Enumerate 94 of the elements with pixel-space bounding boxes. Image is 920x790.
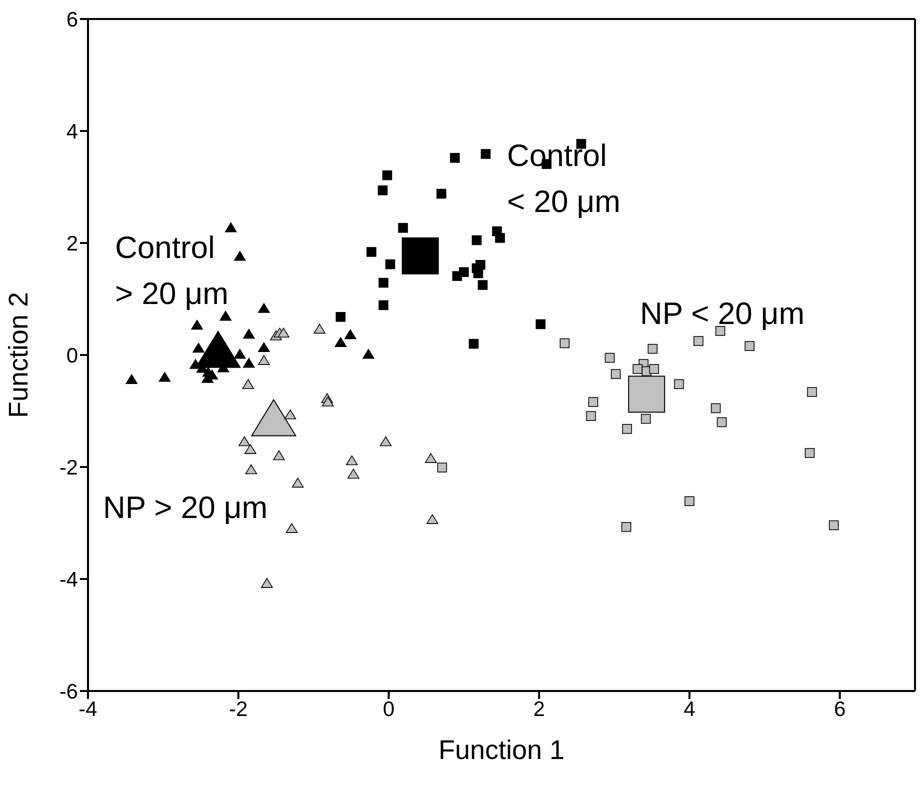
point — [378, 278, 388, 288]
point — [366, 247, 376, 257]
point — [480, 149, 491, 159]
point — [362, 348, 374, 359]
point — [828, 520, 839, 530]
point — [244, 444, 256, 454]
point — [258, 303, 270, 313]
point — [402, 237, 439, 274]
point — [586, 411, 596, 421]
point — [694, 336, 704, 346]
point — [382, 170, 392, 180]
point — [242, 328, 255, 339]
y-tick-label: -4 — [59, 568, 78, 592]
point — [473, 268, 484, 278]
point — [628, 376, 666, 413]
y-axis-title: Function 2 — [4, 292, 34, 418]
point — [220, 310, 232, 321]
point — [426, 514, 438, 524]
point — [804, 448, 815, 458]
point — [495, 233, 505, 243]
point — [424, 453, 437, 463]
point — [258, 355, 270, 365]
y-tick-label: 6 — [66, 8, 78, 32]
point — [347, 468, 360, 479]
point — [192, 342, 204, 353]
point — [604, 352, 615, 363]
point — [344, 329, 356, 340]
annotation: NP < 20 μm — [640, 296, 805, 331]
point — [684, 496, 694, 506]
point — [622, 424, 632, 434]
point — [242, 379, 254, 390]
point — [588, 397, 598, 407]
point — [322, 396, 334, 406]
point — [273, 450, 285, 460]
point — [710, 403, 721, 414]
point — [450, 152, 460, 163]
point — [437, 462, 448, 472]
point — [472, 235, 482, 246]
point — [621, 522, 632, 532]
y-tick-label: -2 — [59, 456, 78, 480]
point — [336, 312, 346, 322]
point — [346, 455, 358, 466]
point — [648, 344, 658, 354]
y-tick-label: 4 — [66, 120, 78, 144]
point — [234, 250, 246, 261]
point — [292, 478, 304, 488]
point — [286, 523, 298, 533]
point — [238, 436, 250, 446]
point — [380, 436, 392, 446]
point — [807, 387, 817, 397]
point — [251, 399, 296, 436]
point — [385, 259, 396, 270]
point — [261, 578, 273, 588]
point — [278, 328, 290, 338]
x-axis-title: Function 1 — [438, 735, 565, 765]
x-tick-label: 4 — [684, 698, 696, 721]
point — [744, 341, 754, 351]
point — [398, 222, 408, 233]
point — [536, 319, 546, 330]
point — [245, 464, 258, 474]
point — [334, 337, 347, 348]
x-tick-label: -2 — [229, 698, 248, 721]
point — [258, 342, 270, 352]
point — [674, 379, 684, 390]
point — [715, 326, 726, 336]
point — [610, 369, 621, 379]
point — [436, 188, 446, 199]
y-tick-label: 0 — [66, 344, 78, 368]
x-tick-label: 0 — [382, 698, 395, 721]
point — [158, 372, 171, 382]
annotation: Control > 20 μm — [115, 230, 228, 311]
point — [242, 358, 255, 368]
point — [378, 300, 388, 310]
point — [716, 417, 727, 428]
point — [468, 338, 479, 349]
annotation: NP > 20 μm — [103, 490, 268, 525]
point — [478, 280, 488, 290]
point — [378, 185, 388, 196]
point — [191, 320, 203, 330]
point — [632, 364, 642, 374]
point — [649, 364, 660, 374]
point — [224, 222, 237, 232]
point — [640, 414, 651, 424]
y-tick-label: -6 — [59, 680, 78, 704]
point — [452, 271, 462, 281]
point — [126, 374, 138, 384]
x-tick-label: 2 — [533, 698, 545, 721]
y-tick-label: 2 — [66, 232, 78, 256]
point — [284, 409, 296, 420]
x-tick-label: 6 — [834, 698, 846, 721]
point — [314, 324, 326, 334]
point — [234, 348, 246, 359]
annotation: Control < 20 μm — [507, 138, 620, 219]
point — [560, 338, 570, 348]
